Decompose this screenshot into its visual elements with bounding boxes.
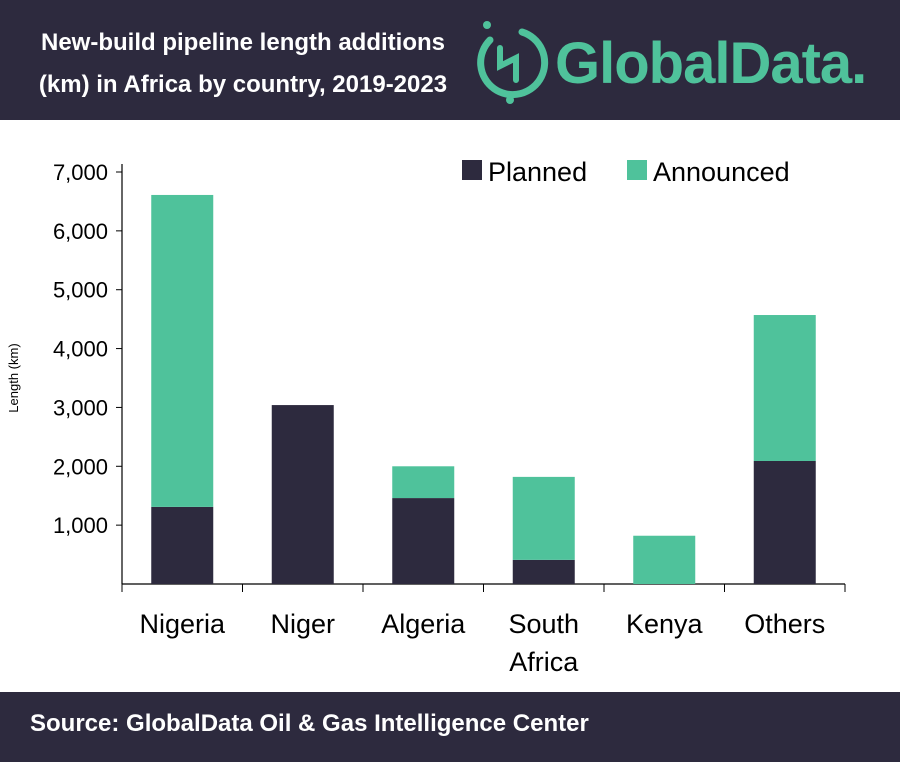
chart: 1,000 2,000 3,000 4,000 5,000 6,000 7,000 Lengt…: [6, 157, 846, 677]
bar-planned: [753, 460, 816, 584]
title-line-1: New-build pipeline length additions: [41, 29, 445, 56]
header: New-build pipeline length additions (km)…: [0, 0, 900, 120]
y-tick-label: 4,000: [53, 337, 108, 362]
globaldata-logo: GlobalData.: [470, 18, 890, 108]
bar-planned: [151, 506, 214, 584]
legend-swatch-planned: [462, 160, 482, 180]
bar-planned: [512, 559, 575, 584]
footer: Source: GlobalData Oil & Gas Intelligenc…: [0, 692, 900, 762]
y-tick-label: 2,000: [53, 454, 108, 479]
logo-text: GlobalData.: [555, 31, 867, 96]
bar-planned: [392, 498, 455, 584]
x-tick-label: South: [508, 609, 579, 639]
y-tick-label: 5,000: [53, 278, 108, 303]
bar-announced: [753, 315, 816, 461]
x-tick-label: Nigeria: [139, 609, 226, 639]
x-tick-label: Kenya: [626, 609, 704, 639]
x-tick-label: Algeria: [381, 609, 466, 639]
x-tick-label: Others: [744, 609, 825, 639]
bar-announced: [633, 535, 696, 584]
legend-swatch-announced: [627, 160, 647, 180]
legend-label-announced: Announced: [653, 157, 790, 187]
x-tick-label: Niger: [270, 609, 335, 639]
source-text: Source: GlobalData Oil & Gas Intelligenc…: [30, 710, 589, 737]
y-tick-label: 3,000: [53, 395, 108, 420]
y-tick-label: 6,000: [53, 219, 108, 244]
x-tick-label: Africa: [509, 647, 579, 677]
chart-title: New-build pipeline length additions (km)…: [18, 22, 468, 106]
bar-announced: [392, 466, 455, 499]
title-line-2: (km) in Africa by country, 2019-2023: [38, 71, 448, 98]
globaldata-logo-icon: [477, 21, 549, 104]
legend-label-planned: Planned: [488, 157, 587, 187]
bar-planned: [271, 405, 334, 584]
y-axis-label: Length (km): [6, 343, 21, 412]
bar-announced: [151, 194, 214, 507]
bar-announced: [512, 476, 575, 560]
y-tick-label: 7,000: [53, 160, 108, 185]
y-tick-label: 1,000: [53, 513, 108, 538]
